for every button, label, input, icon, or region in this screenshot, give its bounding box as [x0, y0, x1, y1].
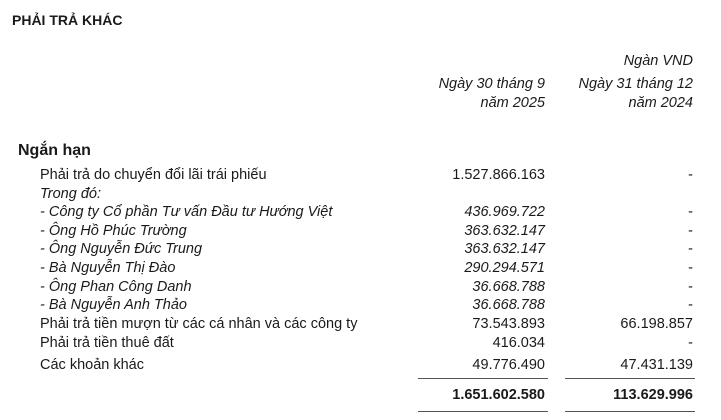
row-label: - Bà Nguyễn Anh Thảo: [40, 297, 187, 313]
value-2025: 363.632.147: [464, 241, 545, 257]
table-row: - Ông Phan Công Danh 36.668.788 -: [0, 278, 721, 297]
row-label: Phải trả tiền mượn từ các cá nhân và các…: [40, 316, 358, 332]
table-row: Phải trả do chuyển đổi lãi trái phiếu 1.5…: [0, 166, 721, 185]
total-value-2025: 1.651.602.580: [452, 387, 545, 403]
table-row: - Ông Nguyễn Đức Trung 363.632.147 -: [0, 240, 721, 259]
table-row: - Ông Hồ Phúc Trường 363.632.147 -: [0, 222, 721, 241]
value-2024: 47.431.139: [620, 357, 693, 373]
row-label: - Công ty Cổ phần Tư vấn Đầu tư Hướng Vi…: [40, 204, 333, 220]
column-header-2024: Ngày 31 tháng 12 năm 2024: [579, 75, 693, 113]
value-2024: -: [688, 335, 693, 351]
table-row: Phải trả tiền thuê đất 416.034 -: [0, 334, 721, 353]
table-row: - Bà Nguyễn Anh Thảo 36.668.788 -: [0, 296, 721, 315]
table-row: - Bà Nguyễn Thị Đào 290.294.571 -: [0, 259, 721, 278]
value-2025: 290.294.571: [464, 260, 545, 276]
value-2025: 73.543.893: [472, 316, 545, 332]
value-2025: 1.527.866.163: [452, 167, 545, 183]
unit-label: Ngàn VND: [623, 53, 693, 69]
total-row: 1.651.602.580 113.629.996: [0, 386, 721, 405]
row-label: Phải trả tiền thuê đất: [40, 335, 174, 351]
row-label: Phải trả do chuyển đổi lãi trái phiếu: [40, 167, 267, 183]
column-header-line: năm 2025: [480, 95, 546, 111]
value-2025: 363.632.147: [464, 223, 545, 239]
table-row: Phải trả tiền mượn từ các cá nhân và các…: [0, 315, 721, 334]
value-2024: -: [688, 223, 693, 239]
subtotal-rule: [418, 378, 548, 379]
value-2025: 436.969.722: [464, 204, 545, 220]
value-2024: -: [688, 279, 693, 295]
section-title: PHẢI TRẢ KHÁC: [12, 12, 123, 28]
value-2025: 49.776.490: [472, 357, 545, 373]
value-2024: -: [688, 167, 693, 183]
value-2024: -: [688, 260, 693, 276]
table-row: - Công ty Cổ phần Tư vấn Đầu tư Hướng Vi…: [0, 203, 721, 222]
value-2024: -: [688, 297, 693, 313]
row-label: - Ông Nguyễn Đức Trung: [40, 241, 203, 257]
column-header-line: Ngày 30 tháng 9: [438, 76, 545, 92]
total-rule: [565, 411, 695, 412]
value-2024: 66.198.857: [620, 316, 693, 332]
value-2024: -: [688, 204, 693, 220]
column-header-2025: Ngày 30 tháng 9 năm 2025: [439, 75, 545, 113]
table-row: Trong đó:: [0, 185, 721, 204]
subsection-heading: Ngắn hạn: [18, 142, 91, 159]
value-2024: -: [688, 241, 693, 257]
subtotal-rule: [565, 378, 695, 379]
total-rule: [418, 411, 548, 412]
row-label: - Ông Phan Công Danh: [40, 279, 192, 295]
table-row: Các khoản khác 49.776.490 47.431.139: [0, 356, 721, 375]
row-label: - Bà Nguyễn Thị Đào: [40, 260, 176, 276]
column-header-line: năm 2024: [628, 95, 694, 111]
total-value-2024: 113.629.996: [613, 387, 693, 403]
row-label: Các khoản khác: [40, 357, 144, 373]
value-2025: 36.668.788: [472, 279, 545, 295]
row-label: - Ông Hồ Phúc Trường: [40, 223, 187, 239]
value-2025: 416.034: [492, 335, 545, 351]
column-header-line: Ngày 31 tháng 12: [578, 76, 693, 92]
value-2025: 36.668.788: [472, 297, 545, 313]
row-label: Trong đó:: [40, 186, 101, 202]
